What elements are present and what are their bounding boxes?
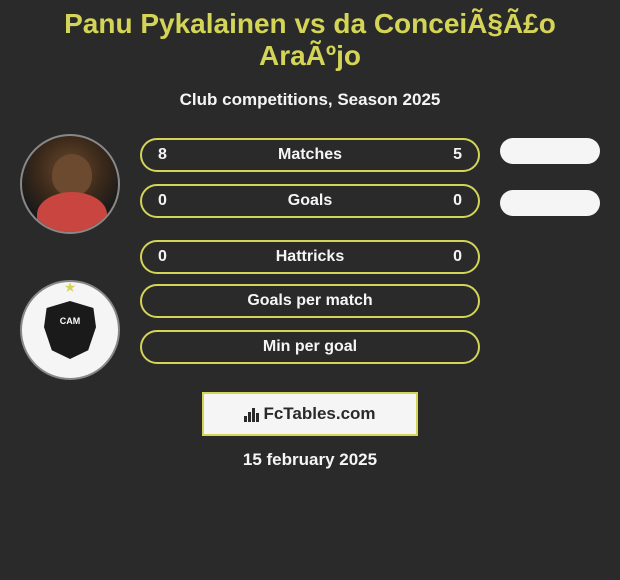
star-icon: ★ — [64, 279, 77, 296]
stat-right-value: 0 — [442, 192, 462, 210]
stat-label: Hattricks — [178, 248, 442, 266]
bars-group-3: Goals per match Min per goal — [130, 280, 490, 364]
chart-icon — [244, 406, 259, 422]
brand-label: FcTables.com — [263, 404, 375, 424]
stat-right-value: 5 — [442, 146, 462, 164]
stats-row-1: 8 Matches 5 0 Goals 0 — [0, 134, 620, 234]
player1-avatar — [20, 134, 120, 234]
club-shield-icon — [44, 301, 96, 359]
stat-left-value: 0 — [158, 248, 178, 266]
player2-avatar: ★ — [20, 280, 120, 380]
stats-row-2: 0 Hattricks 0 — [0, 240, 620, 274]
pill-col — [490, 134, 610, 216]
stat-label: Matches — [178, 146, 442, 164]
avatar-col-left — [10, 134, 130, 234]
stat-left-value: 8 — [158, 146, 178, 164]
stat-label: Goals per match — [178, 292, 442, 310]
bars-group-1: 8 Matches 5 0 Goals 0 — [130, 134, 490, 218]
ratio-pill — [500, 190, 600, 216]
page-title: Panu Pykalainen vs da ConceiÃ§Ã£o AraÃºj… — [0, 8, 620, 72]
stat-bar-gpm: Goals per match — [140, 284, 480, 318]
comparison-card: Panu Pykalainen vs da ConceiÃ§Ã£o AraÃºj… — [0, 0, 620, 470]
stat-right-value: 0 — [442, 248, 462, 266]
stat-label: Min per goal — [178, 338, 442, 356]
stat-bar-matches: 8 Matches 5 — [140, 138, 480, 172]
ratio-pill — [500, 138, 600, 164]
stat-bar-hattricks: 0 Hattricks 0 — [140, 240, 480, 274]
brand-box[interactable]: FcTables.com — [202, 392, 418, 436]
stat-left-value: 0 — [158, 192, 178, 210]
avatar-col-left: ★ — [10, 280, 130, 380]
footer-date: 15 february 2025 — [0, 450, 620, 470]
subtitle: Club competitions, Season 2025 — [0, 90, 620, 110]
stat-bar-mpg: Min per goal — [140, 330, 480, 364]
stat-label: Goals — [178, 192, 442, 210]
stats-row-3: ★ Goals per match Min per goal — [0, 280, 620, 380]
bars-group-2: 0 Hattricks 0 — [130, 240, 490, 274]
stat-bar-goals: 0 Goals 0 — [140, 184, 480, 218]
